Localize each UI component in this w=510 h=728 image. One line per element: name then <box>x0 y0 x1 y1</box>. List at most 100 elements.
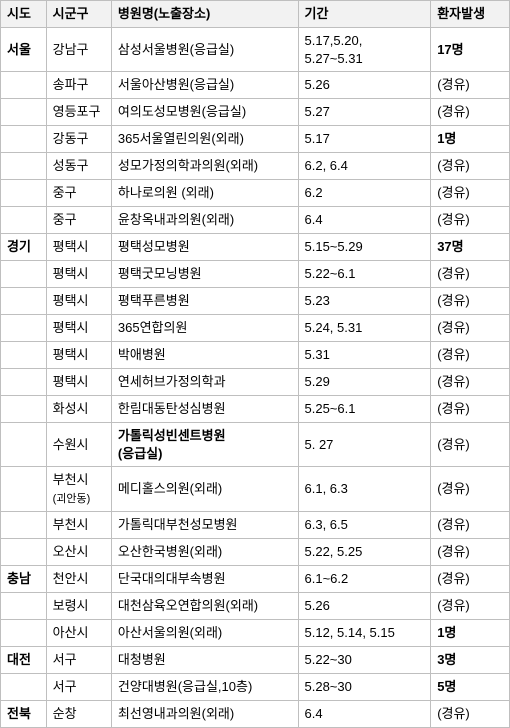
cell-sido <box>1 261 47 288</box>
cell-date: 6.2 <box>298 180 431 207</box>
cell-sido: 서울 <box>1 28 47 72</box>
cell-patients: 37명 <box>431 234 510 261</box>
header-row: 시도 시군구 병원명(노출장소) 기간 환자발생 <box>1 1 510 28</box>
cell-date: 5.23 <box>298 288 431 315</box>
table-row: 서울강남구삼성서울병원(응급실)5.17,5.20,5.27~5.3117명 <box>1 28 510 72</box>
cell-date: 5.17,5.20,5.27~5.31 <box>298 28 431 72</box>
hospital-exposure-table: 시도 시군구 병원명(노출장소) 기간 환자발생 서울강남구삼성서울병원(응급실… <box>0 0 510 728</box>
cell-patients: (경유) <box>431 565 510 592</box>
cell-sgg: 중구 <box>46 207 111 234</box>
cell-date: 5. 27 <box>298 423 431 467</box>
cell-patients: (경유) <box>431 180 510 207</box>
cell-patients: (경유) <box>431 423 510 467</box>
cell-hospital: 단국대의대부속병원 <box>111 565 298 592</box>
cell-sgg: 오산시 <box>46 538 111 565</box>
col-header-hosp: 병원명(노출장소) <box>111 1 298 28</box>
cell-patients: (경유) <box>431 72 510 99</box>
table-row: 부천시(괴안동)메디홀스의원(외래)6.1, 6.3(경유) <box>1 467 510 511</box>
cell-hospital: 여의도성모병원(응급실) <box>111 99 298 126</box>
cell-date: 5.22, 5.25 <box>298 538 431 565</box>
cell-hospital: 메디홀스의원(외래) <box>111 467 298 511</box>
cell-sido <box>1 315 47 342</box>
cell-hospital: 대청병원 <box>111 646 298 673</box>
cell-hospital: 오산한국병원(외래) <box>111 538 298 565</box>
table-row: 평택시박애병원5.31(경유) <box>1 342 510 369</box>
cell-patients: (경유) <box>431 396 510 423</box>
table-row: 화성시한림대동탄성심병원5.25~6.1(경유) <box>1 396 510 423</box>
cell-sgg: 평택시 <box>46 369 111 396</box>
cell-sido <box>1 99 47 126</box>
cell-sgg: 평택시 <box>46 261 111 288</box>
cell-hospital: 평택성모병원 <box>111 234 298 261</box>
cell-date: 6.4 <box>298 700 431 727</box>
cell-sgg: 강동구 <box>46 126 111 153</box>
cell-patients: 1명 <box>431 126 510 153</box>
cell-hospital: 최선영내과의원(외래) <box>111 700 298 727</box>
cell-sgg: 성동구 <box>46 153 111 180</box>
cell-hospital: 대천삼육오연합의원(외래) <box>111 592 298 619</box>
table-row: 전북순창최선영내과의원(외래)6.4(경유) <box>1 700 510 727</box>
cell-patients: (경유) <box>431 467 510 511</box>
cell-sgg: 송파구 <box>46 72 111 99</box>
cell-date: 6.2, 6.4 <box>298 153 431 180</box>
cell-date: 6.3, 6.5 <box>298 511 431 538</box>
cell-sgg: 강남구 <box>46 28 111 72</box>
cell-sido <box>1 153 47 180</box>
table-row: 평택시평택푸른병원5.23(경유) <box>1 288 510 315</box>
table-row: 강동구365서울열린의원(외래)5.171명 <box>1 126 510 153</box>
cell-hospital: 평택굿모닝병원 <box>111 261 298 288</box>
cell-sgg: 순창 <box>46 700 111 727</box>
cell-date: 5.26 <box>298 72 431 99</box>
cell-sido <box>1 467 47 511</box>
cell-patients: 17명 <box>431 28 510 72</box>
cell-date: 5.15~5.29 <box>298 234 431 261</box>
cell-date: 5.28~30 <box>298 673 431 700</box>
cell-sido <box>1 342 47 369</box>
col-header-sgg: 시군구 <box>46 1 111 28</box>
cell-sgg: 평택시 <box>46 288 111 315</box>
cell-hospital: 건양대병원(응급실,10층) <box>111 673 298 700</box>
cell-sgg: 서구 <box>46 646 111 673</box>
table-row: 평택시365연합의원5.24, 5.31(경유) <box>1 315 510 342</box>
cell-hospital: 연세허브가정의학과 <box>111 369 298 396</box>
cell-sido: 경기 <box>1 234 47 261</box>
cell-sido: 대전 <box>1 646 47 673</box>
cell-patients: 1명 <box>431 619 510 646</box>
cell-sido <box>1 180 47 207</box>
cell-patients: (경유) <box>431 342 510 369</box>
cell-patients: 3명 <box>431 646 510 673</box>
cell-sgg: 부천시(괴안동) <box>46 467 111 511</box>
cell-hospital: 365연합의원 <box>111 315 298 342</box>
cell-sido <box>1 288 47 315</box>
cell-patients: (경유) <box>431 288 510 315</box>
cell-sgg: 영등포구 <box>46 99 111 126</box>
cell-sido <box>1 511 47 538</box>
cell-hospital: 가톨릭성빈센트병원(응급실) <box>111 423 298 467</box>
cell-sido: 충남 <box>1 565 47 592</box>
cell-hospital: 삼성서울병원(응급실) <box>111 28 298 72</box>
cell-date: 5.12, 5.14, 5.15 <box>298 619 431 646</box>
cell-date: 5.25~6.1 <box>298 396 431 423</box>
cell-patients: 5명 <box>431 673 510 700</box>
cell-sido <box>1 619 47 646</box>
cell-sido <box>1 538 47 565</box>
cell-sgg: 부천시 <box>46 511 111 538</box>
cell-sgg: 보령시 <box>46 592 111 619</box>
cell-date: 5.24, 5.31 <box>298 315 431 342</box>
table-row: 평택시평택굿모닝병원5.22~6.1(경유) <box>1 261 510 288</box>
cell-sgg: 화성시 <box>46 396 111 423</box>
cell-date: 6.4 <box>298 207 431 234</box>
cell-sgg: 수원시 <box>46 423 111 467</box>
table-row: 중구윤창옥내과의원(외래)6.4(경유) <box>1 207 510 234</box>
table-row: 수원시가톨릭성빈센트병원(응급실)5. 27(경유) <box>1 423 510 467</box>
cell-sido <box>1 592 47 619</box>
table-row: 부천시가톨릭대부천성모병원6.3, 6.5(경유) <box>1 511 510 538</box>
table-row: 송파구서울아산병원(응급실)5.26(경유) <box>1 72 510 99</box>
cell-hospital: 평택푸른병원 <box>111 288 298 315</box>
cell-hospital: 아산서울의원(외래) <box>111 619 298 646</box>
cell-date: 6.1, 6.3 <box>298 467 431 511</box>
table-row: 영등포구여의도성모병원(응급실)5.27(경유) <box>1 99 510 126</box>
cell-sido <box>1 396 47 423</box>
cell-sgg: 서구 <box>46 673 111 700</box>
table-row: 경기평택시평택성모병원5.15~5.2937명 <box>1 234 510 261</box>
